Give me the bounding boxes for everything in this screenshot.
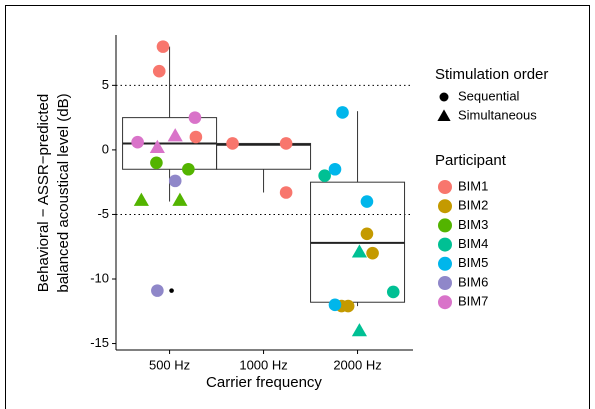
point bbox=[182, 162, 195, 176]
legend-label: BIM1 bbox=[458, 178, 488, 193]
legend-swatch bbox=[438, 237, 452, 252]
legend-label: BIM5 bbox=[458, 255, 488, 270]
legend-label: BIM7 bbox=[458, 294, 488, 309]
point bbox=[351, 244, 367, 258]
legend-title: Stimulation order bbox=[435, 66, 548, 83]
point bbox=[328, 162, 342, 176]
legend-swatch bbox=[439, 92, 449, 102]
point bbox=[366, 246, 379, 260]
point bbox=[328, 298, 342, 312]
legend-swatch bbox=[438, 295, 452, 310]
legend-swatch bbox=[437, 109, 451, 121]
point bbox=[318, 169, 331, 183]
point bbox=[279, 137, 293, 150]
outlier bbox=[169, 288, 174, 293]
y-axis-title: Behavioral − ASSR−predicted bbox=[35, 94, 52, 292]
legend-label: Simultaneous bbox=[458, 107, 537, 122]
legend-swatch bbox=[438, 218, 452, 233]
legend-label: BIM6 bbox=[458, 274, 488, 289]
point bbox=[133, 192, 149, 206]
point bbox=[188, 111, 202, 124]
point bbox=[336, 106, 349, 119]
point bbox=[189, 130, 203, 144]
y-tick-label: -10 bbox=[90, 270, 109, 285]
point bbox=[152, 64, 166, 78]
y-tick-label: 5 bbox=[102, 77, 109, 92]
y-axis-title: balanced acoustical level (dB) bbox=[55, 93, 72, 292]
legend-title: Participant bbox=[435, 152, 507, 169]
legend-swatch bbox=[438, 256, 452, 271]
point bbox=[150, 156, 163, 170]
point bbox=[360, 195, 374, 208]
point bbox=[149, 139, 165, 153]
y-tick-label: -5 bbox=[97, 206, 109, 221]
x-tick-label: 500 Hz bbox=[149, 357, 190, 372]
point bbox=[151, 284, 164, 297]
point bbox=[226, 137, 239, 150]
legend-label: Sequential bbox=[458, 88, 520, 103]
point bbox=[167, 128, 183, 142]
x-axis-title: Carrier frequency bbox=[206, 374, 322, 391]
legend-label: BIM3 bbox=[458, 217, 488, 232]
point bbox=[172, 192, 188, 206]
frame bbox=[5, 5, 590, 409]
legend-swatch bbox=[438, 276, 452, 290]
point bbox=[279, 186, 293, 199]
point bbox=[386, 285, 400, 299]
legend-label: BIM2 bbox=[458, 198, 488, 213]
point bbox=[360, 227, 374, 241]
point bbox=[156, 40, 170, 53]
legend-label: BIM4 bbox=[458, 236, 488, 251]
box bbox=[216, 142, 312, 170]
point bbox=[341, 299, 355, 313]
legend-swatch bbox=[438, 199, 452, 214]
x-tick-label: 1000 Hz bbox=[239, 357, 287, 372]
point bbox=[351, 323, 367, 337]
point bbox=[168, 174, 182, 188]
y-tick-label: -15 bbox=[90, 335, 109, 350]
y-tick-label: 0 bbox=[102, 141, 109, 156]
x-tick-label: 2000 Hz bbox=[333, 357, 381, 372]
point bbox=[131, 135, 144, 149]
legend-swatch bbox=[438, 180, 452, 194]
